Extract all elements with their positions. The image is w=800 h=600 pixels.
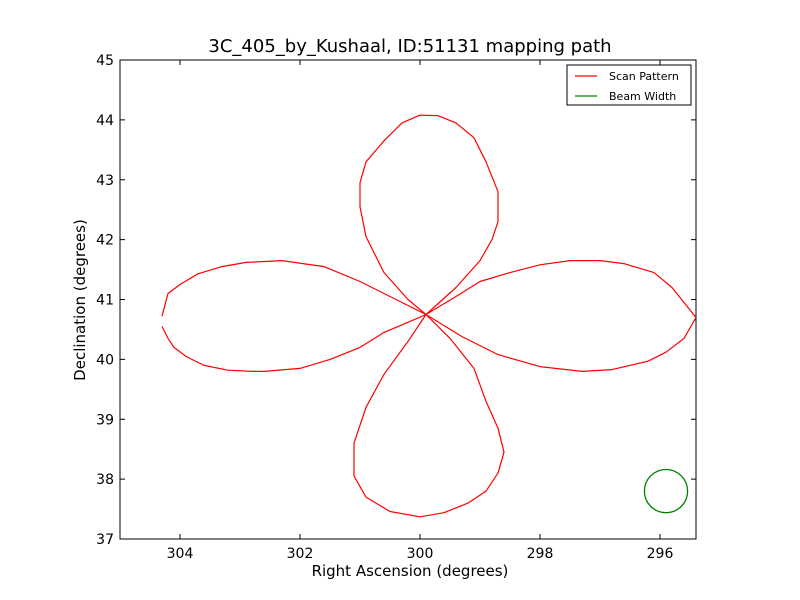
y-tick-label: 42: [96, 233, 114, 249]
scan-pattern-line: [161, 114, 696, 518]
x-tick-label: 296: [647, 546, 674, 562]
y-tick-label: 41: [96, 293, 114, 309]
y-tick-label: 39: [96, 412, 114, 428]
x-tick-label: 298: [527, 546, 554, 562]
y-tick-label: 38: [96, 472, 114, 488]
legend: Scan Pattern Beam Width: [566, 64, 692, 106]
series-layer: [161, 114, 696, 518]
series-group: [161, 114, 696, 518]
y-tick-label: 40: [96, 352, 114, 368]
legend-box: [566, 64, 692, 106]
y-tick-label: 37: [96, 532, 114, 548]
legend-scan-pattern-label: Scan Pattern: [609, 70, 679, 83]
chart-title: 3C_405_by_Kushaal, ID:51131 mapping path: [208, 36, 611, 57]
y-tick-label: 43: [96, 173, 114, 189]
beam-width-circle: [643, 468, 689, 514]
x-tick-label: 300: [407, 546, 434, 562]
y-tick-label: 44: [96, 113, 114, 129]
x-axis-label: Right Ascension (degrees): [312, 562, 509, 580]
y-axis-label: Declination (degrees): [71, 219, 89, 381]
legend-beam-width-label: Beam Width: [609, 90, 676, 103]
y-tick-label: 45: [96, 53, 114, 69]
axis-ticks: 304 302 300 298 296 37 38 39 40 41 42 43 44 45: [96, 53, 696, 562]
x-tick-label: 302: [287, 546, 314, 562]
x-tick-label: 304: [167, 546, 194, 562]
